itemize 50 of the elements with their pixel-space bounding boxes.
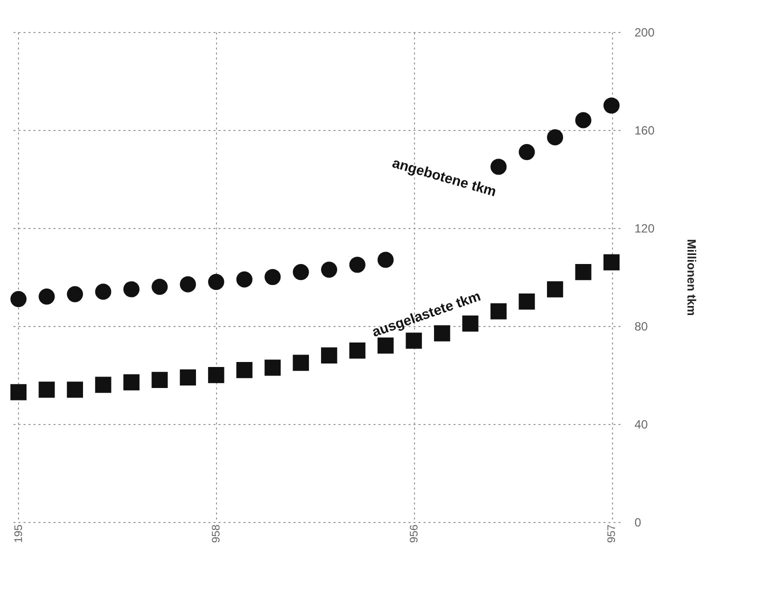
point <box>490 303 507 320</box>
point <box>292 354 309 371</box>
point <box>208 274 224 290</box>
point <box>546 129 564 146</box>
y-tick-label: 120 <box>634 222 655 236</box>
point <box>575 264 592 280</box>
point <box>236 362 252 378</box>
point <box>378 338 394 354</box>
y-axis-title: Millionen tkm <box>684 239 699 316</box>
point <box>10 291 27 308</box>
y-tick-label: 40 <box>634 418 648 432</box>
x-tick-label: 957 <box>606 524 618 543</box>
point <box>236 271 252 288</box>
point <box>575 112 592 128</box>
point <box>152 278 168 295</box>
x-tick-label: 958 <box>210 524 223 543</box>
y-tick-label: 200 <box>634 26 655 40</box>
point <box>349 256 366 273</box>
point <box>546 281 564 298</box>
point <box>38 382 55 398</box>
point <box>123 281 140 298</box>
x-tick-label: 195 <box>12 524 25 543</box>
point <box>490 158 507 175</box>
point <box>378 252 394 268</box>
point <box>38 288 55 305</box>
point <box>603 254 620 270</box>
point <box>349 342 366 359</box>
point <box>180 369 196 386</box>
point <box>95 376 112 393</box>
y-tick-label: 160 <box>634 124 655 138</box>
point <box>123 374 140 390</box>
point <box>603 97 620 114</box>
point <box>321 262 338 278</box>
point <box>10 384 27 400</box>
point <box>518 293 535 310</box>
point <box>264 268 281 286</box>
y-tick-label: 0 <box>634 516 642 530</box>
point <box>208 366 224 384</box>
point <box>66 382 84 398</box>
point <box>321 347 338 364</box>
y-tick-label: 80 <box>634 320 648 334</box>
point <box>152 372 168 388</box>
point <box>292 264 309 280</box>
point <box>95 284 112 300</box>
point <box>462 315 478 332</box>
x-tick-label: 956 <box>408 524 420 543</box>
point <box>180 276 196 292</box>
point <box>264 360 281 376</box>
point <box>66 286 84 302</box>
point <box>518 144 535 160</box>
